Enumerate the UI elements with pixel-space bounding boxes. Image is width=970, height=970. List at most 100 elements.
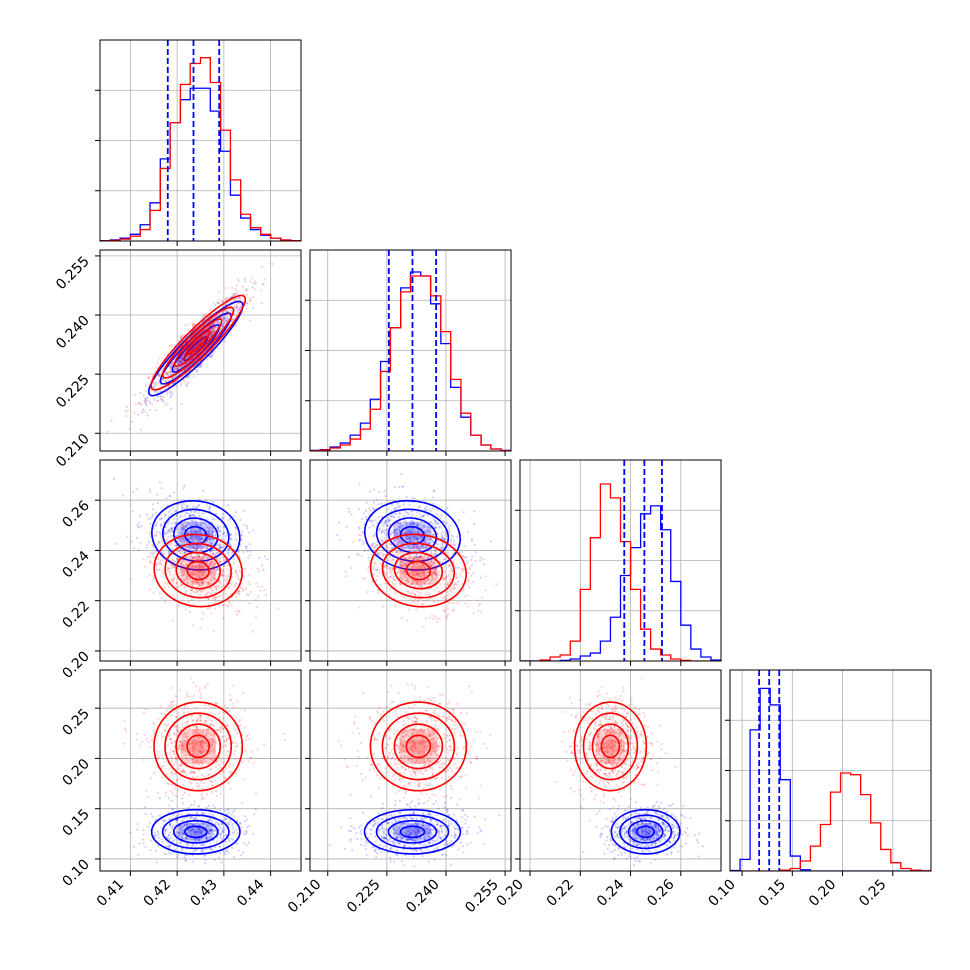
sample-point — [254, 280, 257, 283]
sample-point — [184, 859, 187, 863]
sample-point — [170, 390, 173, 393]
sample-point — [164, 389, 167, 392]
sample-point — [202, 319, 205, 323]
sample-point — [430, 557, 433, 560]
sample-point — [154, 524, 157, 527]
sample-point — [415, 580, 419, 583]
sample-point — [189, 555, 192, 558]
sample-point — [176, 818, 179, 821]
sample-point — [160, 767, 163, 770]
contour-level — [151, 500, 241, 571]
sample-point — [182, 503, 186, 506]
sample-point — [226, 604, 229, 607]
sample-point — [147, 825, 150, 828]
sample-point — [139, 744, 142, 747]
sample-point — [195, 523, 198, 526]
sample-point — [216, 332, 219, 335]
sample-point — [233, 554, 236, 557]
sample-point — [183, 585, 186, 589]
sample-point — [248, 300, 252, 303]
sample-point — [240, 538, 243, 541]
sample-point — [148, 531, 152, 534]
sample-point — [383, 489, 386, 493]
sample-point — [216, 573, 219, 576]
sample-point — [209, 578, 212, 581]
sample-point — [194, 816, 198, 819]
sample-point — [180, 359, 183, 362]
sample-point — [225, 312, 229, 315]
sample-point — [227, 301, 230, 304]
sample-point — [398, 551, 402, 554]
sample-point — [163, 820, 166, 823]
sample-point — [423, 567, 426, 570]
sample-point — [432, 618, 435, 621]
sample-point — [238, 592, 241, 596]
sample-point — [203, 540, 206, 543]
sample-point — [179, 384, 183, 387]
sample-point — [429, 538, 432, 541]
sample-point — [225, 813, 228, 816]
sample-point — [148, 588, 151, 591]
sample-point — [442, 558, 446, 561]
sample-point — [209, 711, 212, 714]
sample-point — [151, 503, 154, 506]
sample-point — [165, 845, 169, 848]
sample-point — [201, 822, 204, 825]
sample-point — [263, 588, 266, 592]
sample-point — [157, 381, 160, 384]
sample-point — [216, 568, 219, 571]
sample-point — [227, 297, 231, 300]
sample-point — [237, 296, 240, 299]
sample-point — [200, 569, 203, 572]
panel-1-1 — [305, 249, 512, 456]
sample-point — [151, 544, 154, 547]
sample-point — [136, 822, 139, 826]
sample-point — [175, 385, 178, 388]
sample-point — [182, 571, 186, 574]
sample-point — [225, 332, 228, 336]
sample-point — [165, 827, 168, 831]
histogram-area — [310, 250, 511, 451]
sample-point — [241, 301, 244, 304]
sample-point — [185, 576, 188, 580]
sample-point — [201, 812, 204, 815]
sample-point — [174, 838, 177, 841]
sample-point — [422, 558, 425, 561]
sample-point — [381, 522, 384, 525]
sample-point — [170, 701, 173, 704]
sample-point — [196, 821, 199, 824]
sample-point — [470, 558, 473, 561]
sample-point — [181, 744, 184, 748]
sample-point — [173, 794, 176, 797]
sample-point — [184, 548, 187, 551]
sample-point — [422, 524, 426, 527]
sample-point — [198, 584, 201, 587]
panel-2-0 — [95, 459, 302, 666]
sample-point — [445, 522, 448, 525]
sample-point — [176, 503, 179, 506]
sample-point — [210, 847, 213, 851]
sample-point — [399, 526, 402, 530]
sample-point — [433, 554, 436, 557]
sample-point — [255, 606, 259, 609]
sample-point — [404, 575, 408, 579]
sample-point — [394, 508, 397, 511]
sample-point — [399, 561, 402, 564]
sample-point — [169, 822, 172, 825]
sample-point — [174, 832, 178, 836]
sample-point — [462, 554, 465, 557]
sample-point — [208, 825, 211, 828]
sample-point — [168, 528, 171, 531]
sample-point — [378, 490, 381, 494]
sample-point — [174, 509, 177, 512]
sample-point — [393, 529, 396, 532]
sample-point — [415, 608, 418, 611]
sample-point — [196, 581, 199, 585]
sample-point — [213, 321, 216, 324]
sample-point — [187, 561, 191, 564]
sample-point — [142, 394, 145, 397]
sample-point — [142, 408, 146, 412]
sample-point — [157, 833, 160, 836]
sample-point — [430, 560, 433, 563]
sample-point — [198, 510, 201, 513]
